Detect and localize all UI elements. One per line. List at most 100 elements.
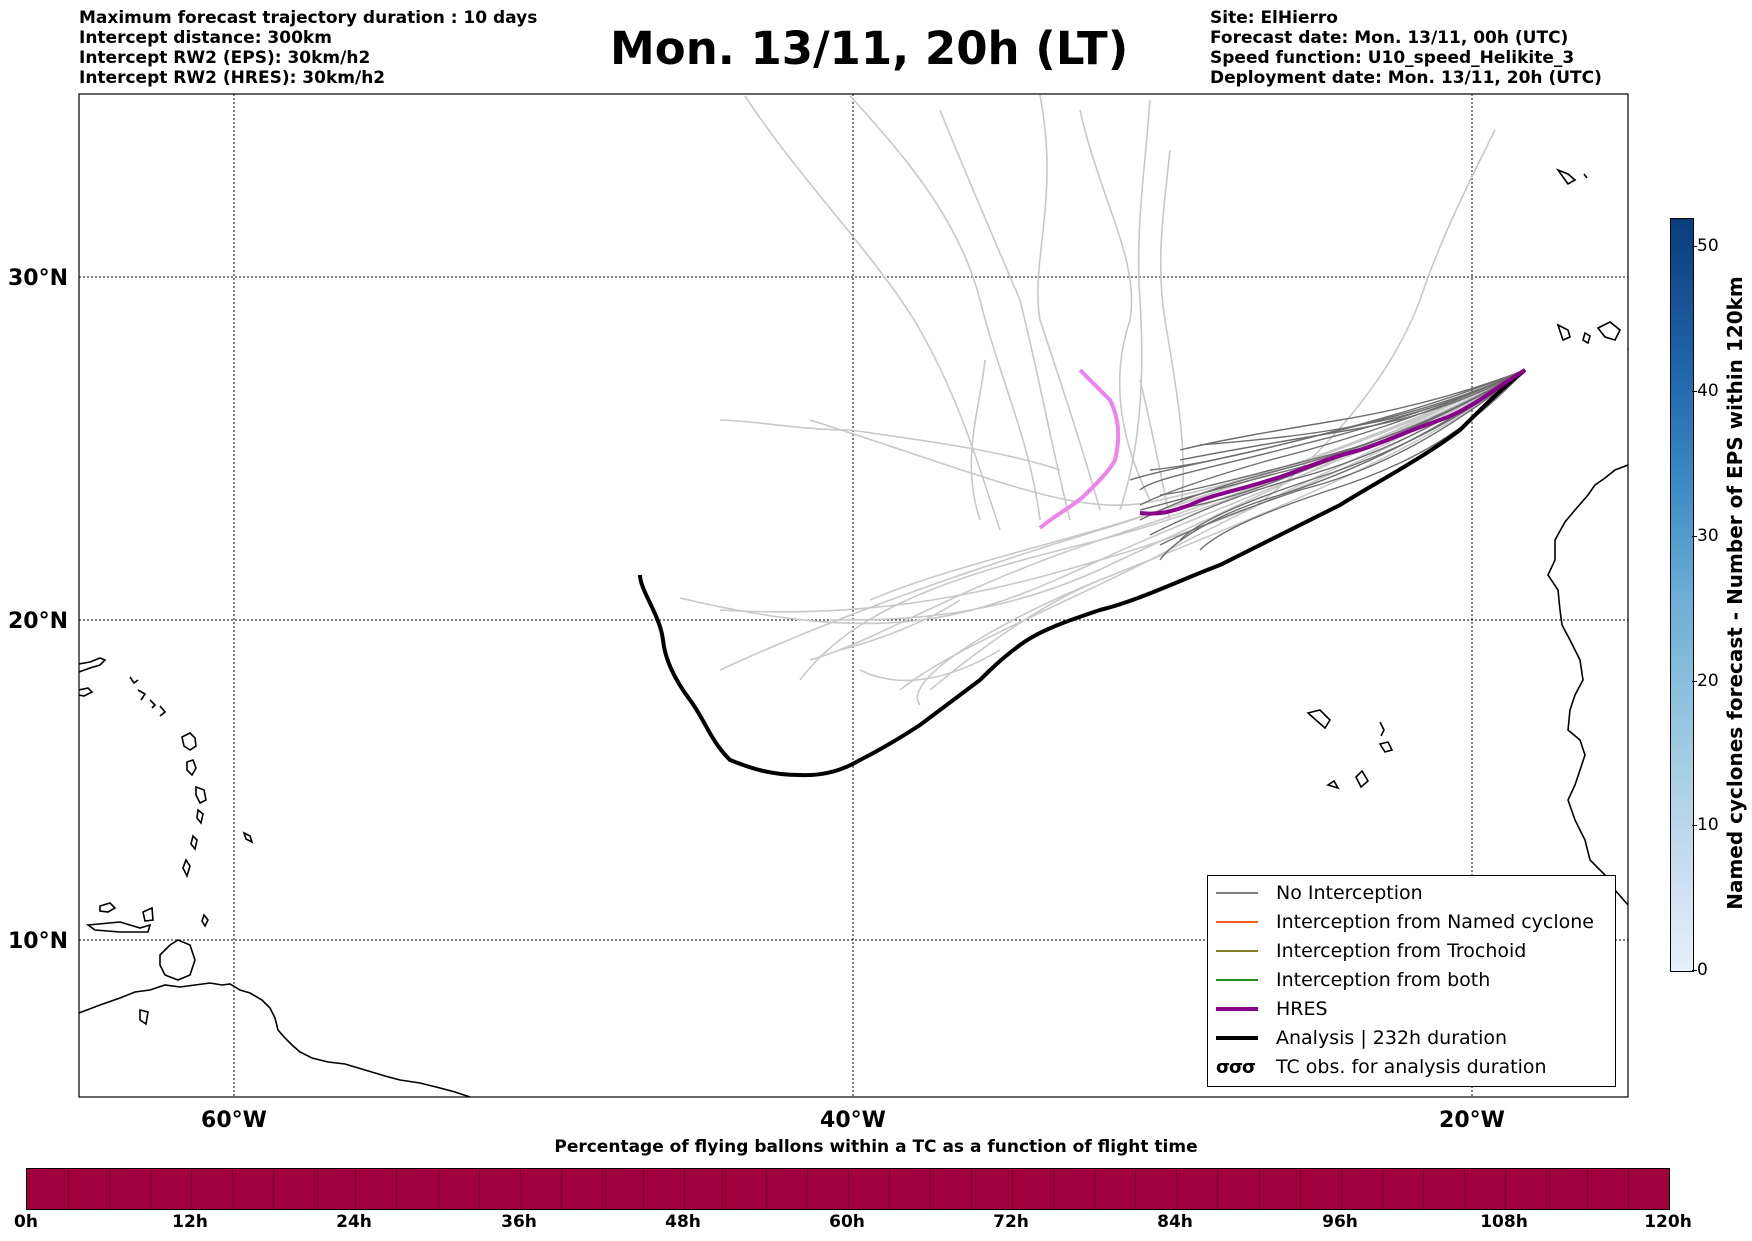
colorbar-divider	[560, 1169, 562, 1209]
canary-4	[1626, 347, 1628, 351]
colorbar-divider	[68, 1169, 70, 1209]
header-left-line: Maximum forecast trajectory duration : 1…	[79, 8, 538, 28]
colorbar-axis-label: Named cyclones forecast - Number of EPS …	[1723, 276, 1747, 910]
colorbar-divider	[1463, 1169, 1465, 1209]
colorbar-tick-label: 40	[1697, 381, 1719, 401]
trajectory-no-interception	[1139, 369, 1526, 506]
lon-labels: 60°W 40°W 20°W	[201, 1108, 1505, 1133]
flight-time-tick: 84h	[1157, 1212, 1193, 1232]
canary-1	[1556, 323, 1571, 342]
colorbar-tickmark	[1692, 391, 1697, 392]
colorbar-divider	[355, 1169, 357, 1209]
legend-swatch	[1216, 1036, 1258, 1040]
flight-time-tick: 0h	[14, 1212, 38, 1232]
colorbar-divider	[1258, 1169, 1260, 1209]
colorbar-divider	[765, 1169, 767, 1209]
colorbar-divider	[806, 1169, 808, 1209]
flight-time-tick: 120h	[1644, 1212, 1692, 1232]
legend-label: Interception from both	[1276, 969, 1491, 991]
africa-coast	[1547, 464, 1628, 906]
island-10	[139, 1008, 149, 1026]
graticule	[79, 94, 1628, 1097]
capeverde-3	[1378, 741, 1394, 753]
legend-label: Analysis | 232h duration	[1276, 1027, 1508, 1049]
colorbar-divider	[1012, 1169, 1014, 1209]
legend-label: TC obs. for analysis duration	[1276, 1056, 1547, 1078]
cyclone-count-colorbar	[1670, 218, 1694, 972]
flight-time-tick: 60h	[829, 1212, 865, 1232]
flight-time-colorbar	[26, 1168, 1670, 1210]
header-left-line: Intercept distance: 300km	[79, 28, 332, 48]
flight-time-tick: 24h	[336, 1212, 372, 1232]
island-1	[181, 732, 197, 751]
faint-trajectory	[916, 369, 1526, 706]
island-2	[186, 758, 197, 777]
trajectory-no-interception	[1139, 369, 1526, 521]
faint-trajectory	[849, 95, 1041, 521]
colorbar-divider	[191, 1169, 193, 1209]
colorbar-divider	[724, 1169, 726, 1209]
colorbar-divider	[314, 1169, 316, 1209]
legend-item-analysis: Analysis | 232h duration	[1216, 1025, 1507, 1051]
venezuela-coast	[159, 939, 196, 981]
colorbar-tick-label: 30	[1697, 526, 1719, 546]
colorbar-tickmark	[1692, 681, 1697, 682]
colorbar-divider	[848, 1169, 849, 1209]
page-title: Mon. 13/11, 20h (LT)	[610, 22, 1129, 75]
legend-swatch	[1216, 892, 1258, 894]
legend-swatch	[1216, 979, 1258, 981]
flight-time-tick: 108h	[1480, 1212, 1528, 1232]
flight-time-tick: 48h	[665, 1212, 701, 1232]
hres-track	[1139, 368, 1527, 516]
faint-trajectory	[859, 649, 1001, 682]
faint-trajectory	[899, 369, 1526, 691]
island-15	[159, 705, 167, 717]
header-right-line: Deployment date: Mon. 13/11, 20h (UTC)	[1210, 68, 1602, 88]
legend-swatch	[1216, 1007, 1258, 1011]
faint-trajectory	[839, 599, 961, 651]
legend-item-trochoid: Interception from Trochoid	[1216, 938, 1526, 964]
island-4	[196, 808, 204, 825]
header-right: Site: ElHierro Forecast date: Mon. 13/11…	[1210, 8, 1602, 88]
trajectory-no-interception	[1149, 369, 1526, 471]
colorbar-divider	[1627, 1169, 1629, 1209]
colorbar-divider	[1053, 1169, 1055, 1209]
faint-trajectory	[939, 109, 1071, 521]
legend-label: Interception from Named cyclone	[1276, 911, 1594, 933]
faint-trajectory	[1119, 99, 1151, 511]
island-14	[149, 699, 157, 709]
island-9	[201, 913, 209, 928]
lat-label-10n: 10°N	[8, 929, 68, 954]
capeverde-1	[1306, 709, 1332, 730]
lon-label-40w: 40°W	[820, 1108, 886, 1133]
canary-2	[1582, 331, 1591, 345]
faint-trajectory	[1159, 149, 1185, 511]
colorbar-divider	[1422, 1169, 1424, 1209]
south-america-coast	[79, 982, 471, 1097]
legend-swatch	[1216, 950, 1258, 952]
island-cuba	[79, 687, 94, 697]
faint-trajectory	[1079, 109, 1151, 501]
madeira-1	[1555, 168, 1577, 186]
colorbar-divider	[1381, 1169, 1383, 1209]
tc-obs-track	[1038, 368, 1121, 530]
header-left-line: Intercept RW2 (EPS): 30km/h2	[79, 48, 371, 68]
colorbar-divider	[109, 1169, 111, 1209]
legend: No Interception Interception from Named …	[1207, 875, 1616, 1087]
colorbar-divider	[1094, 1169, 1096, 1209]
colorbar-divider	[1340, 1169, 1342, 1209]
header-left-line: Intercept RW2 (HRES): 30km/h2	[79, 68, 386, 88]
legend-item-no-interception: No Interception	[1216, 880, 1423, 906]
lon-label-60w: 60°W	[201, 1108, 267, 1133]
lat-label-30n: 30°N	[8, 266, 68, 291]
flight-time-colorbar-title: Percentage of flying ballons within a TC…	[554, 1137, 1198, 1157]
madeira-2	[1583, 173, 1588, 179]
colorbar-divider	[396, 1169, 398, 1209]
legend-label: Interception from Trochoid	[1276, 940, 1527, 962]
tc-symbol-icon: σσσ	[1216, 1056, 1256, 1078]
trajectory-no-interception	[1159, 369, 1526, 546]
legend-item-tc-obs: σσσ TC obs. for analysis duration	[1216, 1054, 1547, 1080]
faint-trajectory	[1037, 94, 1101, 511]
colorbar-tick-label: 20	[1697, 671, 1719, 691]
island-7	[242, 831, 254, 844]
